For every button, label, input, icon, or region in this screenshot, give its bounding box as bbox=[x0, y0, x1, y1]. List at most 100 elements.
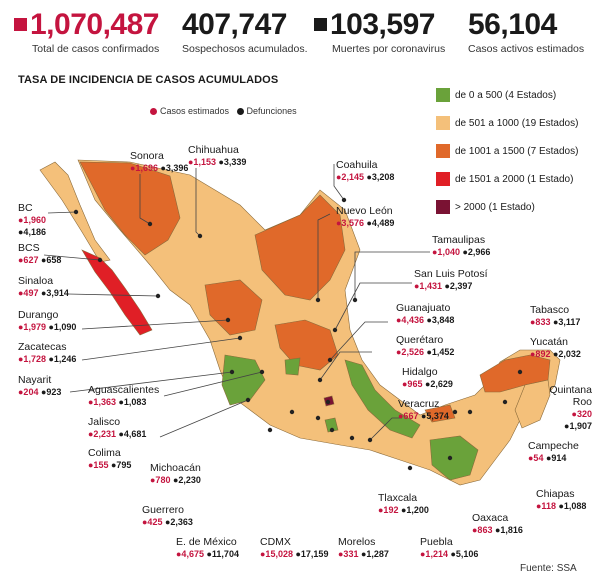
state-cdmx: CDMX ●15,028 ●17,159 bbox=[260, 536, 328, 560]
state-deaths: ●3,117 bbox=[552, 317, 581, 327]
state-cases: ●1,153 bbox=[188, 157, 216, 167]
state-deaths: ●1,200 bbox=[400, 505, 429, 515]
state-name: Tabasco bbox=[530, 304, 570, 316]
state-name: San Luis Potosí bbox=[414, 268, 488, 280]
stat-active-value: 56,104 bbox=[468, 8, 557, 41]
state-name: Guanajuato bbox=[396, 302, 451, 314]
legend-label-3: de 1501 a 2000 (1 Estado) bbox=[455, 174, 574, 185]
state-cases: ●863 bbox=[472, 525, 493, 535]
state-sinaloa: Sinaloa ●497 ●3,914 bbox=[18, 275, 69, 299]
state-cases: ●1,431 bbox=[414, 281, 442, 291]
legend-swatch-1 bbox=[436, 116, 450, 131]
state-cases: ●155 bbox=[88, 460, 109, 470]
state-deaths: ●1,088 bbox=[558, 501, 587, 511]
state-deaths: ●5,106 bbox=[450, 549, 479, 559]
state-deaths: ●3,848 bbox=[426, 315, 455, 325]
legend-label-1: de 501 a 1000 (19 Estados) bbox=[455, 118, 579, 129]
state-name: Morelos bbox=[338, 536, 376, 548]
state-name: Nuevo León bbox=[336, 205, 393, 217]
state-name: Aguascalientes bbox=[88, 384, 160, 396]
state-deaths: ●2,032 bbox=[552, 349, 581, 359]
state-name: Chiapas bbox=[536, 488, 575, 500]
state-name: Hidalgo bbox=[402, 366, 438, 378]
state-name: Chihuahua bbox=[188, 144, 239, 156]
stat-suspected-value: 407,747 bbox=[182, 8, 287, 41]
state-name: Jalisco bbox=[88, 416, 121, 428]
state-deaths: ●1,090 bbox=[48, 322, 77, 332]
state-name: Oaxaca bbox=[472, 512, 509, 524]
state-deaths: ●2,363 bbox=[164, 517, 193, 527]
state-tabasco: Tabasco ●833 ●3,117 bbox=[530, 304, 580, 328]
state-colima: Colima ●155 ●795 bbox=[88, 447, 131, 471]
state-chiapas: Chiapas ●118 ●1,088 bbox=[536, 488, 586, 512]
state-name: Tamaulipas bbox=[432, 234, 486, 246]
state-cases: ●204 bbox=[18, 387, 39, 397]
state-deaths: ●1,083 bbox=[118, 397, 147, 407]
state-chihuahua: Chihuahua ●1,153 ●3,339 bbox=[188, 144, 246, 168]
state-nuevo-leon: Nuevo León ●3,576 ●4,489 bbox=[336, 205, 394, 229]
state-morelos: Morelos ●331 ●1,287 bbox=[338, 536, 389, 560]
state-cases: ●320 bbox=[571, 409, 592, 419]
state-deaths: ●5,374 bbox=[420, 411, 449, 421]
capital-dots bbox=[73, 197, 523, 471]
durango-region bbox=[204, 279, 263, 336]
state-name: Zacatecas bbox=[18, 341, 67, 353]
state-name: Veracruz bbox=[398, 398, 440, 410]
state-name: Sonora bbox=[130, 150, 164, 162]
morelos-region bbox=[324, 417, 339, 433]
stat-deaths-value: 103,597 bbox=[330, 8, 435, 41]
state-cases: ●1,960 bbox=[18, 215, 46, 225]
bcs-region bbox=[81, 249, 153, 336]
state-deaths: ●923 bbox=[40, 387, 62, 397]
state-cases: ●118 bbox=[536, 501, 556, 511]
coahuila-region bbox=[254, 194, 346, 301]
state-name: BCS bbox=[18, 242, 40, 254]
chiapas-region bbox=[429, 435, 479, 481]
state-guanajuato: Guanajuato ●4,436 ●3,848 bbox=[396, 302, 454, 326]
state-cases: ●1,363 bbox=[88, 397, 116, 407]
state-name: Campeche bbox=[528, 440, 579, 452]
legend-item-1: de 501 a 1000 (19 Estados) bbox=[436, 115, 578, 132]
state-bc: BC ●1,960 ●4,186 bbox=[18, 202, 46, 238]
state-durango: Durango ●1,979 ●1,090 bbox=[18, 309, 76, 333]
state-nayarit: Nayarit ●204 ●923 bbox=[18, 374, 61, 398]
leader-lines bbox=[43, 164, 430, 441]
stat-active: 56,104 Casos activos estimados bbox=[468, 8, 584, 56]
state-cases: ●1,040 bbox=[432, 247, 460, 257]
state-deaths: ●1,816 bbox=[494, 525, 523, 535]
state-name: Puebla bbox=[420, 536, 453, 548]
state-puebla: Puebla ●1,214 ●5,106 bbox=[420, 536, 478, 560]
colima-region bbox=[284, 357, 301, 376]
legend-swatch-3 bbox=[436, 172, 450, 187]
state-cases: ●4,436 bbox=[396, 315, 424, 325]
state-deaths: ●4,681 bbox=[118, 429, 147, 439]
state-deaths: ●3,339 bbox=[218, 157, 247, 167]
state-name: Durango bbox=[18, 309, 59, 321]
deaths-marker bbox=[314, 18, 327, 31]
stat-suspected-label: Sospechosos acumulados. bbox=[182, 43, 308, 55]
stat-suspected: 407,747 Sospechosos acumulados. bbox=[182, 8, 308, 56]
tabasco-region bbox=[424, 404, 456, 423]
state-deaths: ●1,452 bbox=[426, 347, 455, 357]
state-deaths: ●658 bbox=[40, 255, 62, 265]
state-name: Quintana Roo bbox=[549, 384, 592, 408]
legend-item-0: de 0 a 500 (4 Estados) bbox=[436, 87, 556, 104]
state-cases: ●192 bbox=[378, 505, 399, 515]
state-cases: ●833 bbox=[530, 317, 551, 327]
state-cases: ●1,214 bbox=[420, 549, 448, 559]
state-cases: ●627 bbox=[18, 255, 39, 265]
state-cases: ●780 bbox=[150, 475, 171, 485]
state-edomex: E. de México ●4,675 ●11,704 bbox=[176, 536, 239, 560]
state-deaths: ●2,966 bbox=[462, 247, 491, 257]
chart-title: TASA DE INCIDENCIA DE CASOS ACUMULADOS bbox=[18, 74, 279, 86]
state-bcs: BCS ●627 ●658 bbox=[18, 242, 61, 266]
cases-dot-icon bbox=[150, 108, 157, 116]
state-cases: ●2,231 bbox=[88, 429, 116, 439]
state-cases: ●1,728 bbox=[18, 354, 46, 364]
legend-item-3: de 1501 a 2000 (1 Estado) bbox=[436, 171, 573, 188]
stat-deaths-label: Muertes por coronavirus bbox=[332, 43, 446, 55]
state-cases: ●497 bbox=[18, 288, 39, 298]
state-yucatan: Yucatán ●892 ●2,032 bbox=[530, 336, 581, 360]
legend-label-0: de 0 a 500 (4 Estados) bbox=[455, 90, 557, 101]
state-name: Colima bbox=[88, 447, 121, 459]
